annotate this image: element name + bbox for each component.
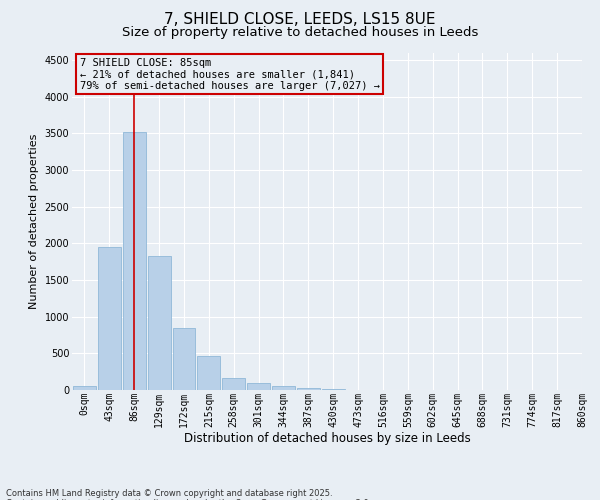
Bar [297, 388, 320, 390]
Text: Contains public sector information licensed under the Open Government Licence v3: Contains public sector information licen… [6, 498, 371, 500]
Y-axis label: Number of detached properties: Number of detached properties [29, 134, 39, 309]
Bar [222, 378, 245, 390]
Bar [247, 382, 270, 390]
Text: Size of property relative to detached houses in Leeds: Size of property relative to detached ho… [122, 26, 478, 39]
Bar [173, 328, 196, 390]
Text: 7, SHIELD CLOSE, LEEDS, LS15 8UE: 7, SHIELD CLOSE, LEEDS, LS15 8UE [164, 12, 436, 28]
Bar [73, 386, 96, 390]
Bar [197, 356, 220, 390]
Bar [272, 386, 295, 390]
X-axis label: Distribution of detached houses by size in Leeds: Distribution of detached houses by size … [184, 432, 470, 445]
Bar [98, 247, 121, 390]
Bar [148, 256, 170, 390]
Bar [123, 132, 146, 390]
Text: Contains HM Land Registry data © Crown copyright and database right 2025.: Contains HM Land Registry data © Crown c… [6, 488, 332, 498]
Text: 7 SHIELD CLOSE: 85sqm
← 21% of detached houses are smaller (1,841)
79% of semi-d: 7 SHIELD CLOSE: 85sqm ← 21% of detached … [80, 58, 380, 91]
